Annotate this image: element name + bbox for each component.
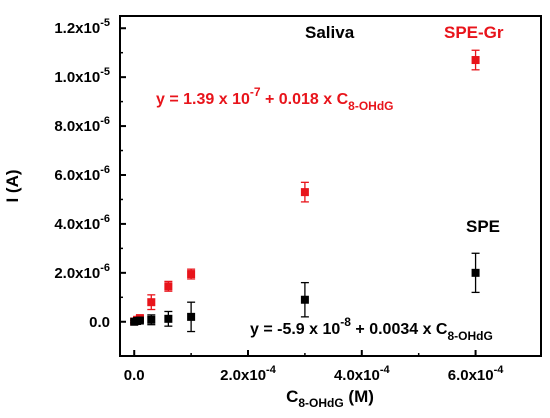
- x-tick-label: 2.0x10-4: [220, 364, 277, 384]
- equation-spe: y = -5.9 x 10-8 + 0.0034 x C8-OHdG: [250, 315, 493, 343]
- x-tick-label: 4.0x10-4: [334, 364, 391, 384]
- plot-frame: [119, 15, 542, 357]
- data-point: [471, 268, 480, 277]
- x-tick-label: 0.0: [124, 367, 145, 384]
- y-tick-label: 1.0x10-5: [54, 66, 110, 86]
- data-point: [187, 312, 196, 321]
- equation-spe-gr-part-b: + 0.018 x C: [261, 91, 349, 108]
- data-point: [164, 314, 173, 323]
- y-tick-label: 1.2x10-5: [54, 17, 110, 37]
- equation-spe-gr-exponent: -7: [250, 85, 261, 99]
- y-axis-title: I (A): [3, 169, 22, 202]
- y-tick-label: 6.0x10-6: [54, 164, 110, 184]
- data-point: [147, 315, 156, 324]
- equation-spe-exponent: -8: [340, 315, 351, 329]
- data-point: [147, 298, 156, 307]
- x-tick-label: 6.0x10-4: [448, 364, 505, 384]
- x-axis-title-subscript: 8-OHdG: [298, 396, 343, 410]
- y-axis-ticks: 0.0 2.0x10-6 4.0x10-6 6.0x10-6 8.0x10-6 1.0x1…: [54, 17, 126, 331]
- label-spe: SPE: [466, 217, 500, 236]
- equation-spe-subscript: 8-OHdG: [447, 329, 492, 343]
- label-spe-gr: SPE-Gr: [444, 23, 504, 42]
- x-axis-title-main: C: [286, 387, 298, 406]
- equation-spe-gr: y = 1.39 x 10-7 + 0.018 x C8-OHdG: [156, 85, 394, 113]
- equation-spe-gr-part-a: y = 1.39 x 10: [156, 91, 250, 108]
- x-axis-title-unit: (M): [344, 387, 374, 406]
- series-spe: [130, 252, 480, 333]
- data-point: [471, 56, 480, 65]
- data-point: [135, 316, 144, 325]
- equation-spe-part-a: y = -5.9 x 10: [250, 321, 340, 338]
- series-layer: [130, 49, 480, 333]
- y-tick-label: 8.0x10-6: [54, 115, 110, 135]
- data-point: [300, 188, 309, 197]
- data-point: [187, 270, 196, 279]
- equation-spe-gr-subscript: 8-OHdG: [348, 99, 393, 113]
- chart-title: Saliva: [305, 23, 355, 42]
- y-tick-label: 2.0x10-6: [54, 262, 110, 282]
- data-point: [300, 295, 309, 304]
- x-axis-title: C8-OHdG (M): [286, 387, 374, 410]
- data-point: [164, 282, 173, 291]
- x-axis-ticks: 0.0 2.0x10-4 4.0x10-4 6.0x10-4: [124, 350, 504, 384]
- y-tick-label: 0.0: [89, 314, 110, 331]
- equation-spe-part-b: + 0.0034 x C: [351, 321, 448, 338]
- y-tick-label: 4.0x10-6: [54, 213, 110, 233]
